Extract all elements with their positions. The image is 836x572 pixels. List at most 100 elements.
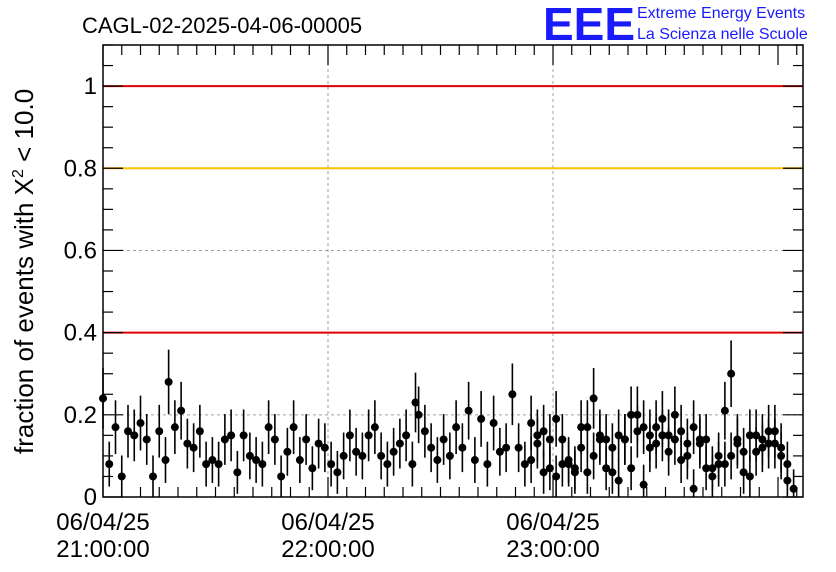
data-point — [130, 431, 139, 440]
data-point — [627, 410, 636, 419]
logo-mark: EEE — [543, 0, 635, 50]
x-tick-label-date: 06/04/25 — [506, 509, 599, 536]
data-point — [420, 427, 429, 436]
data-point — [620, 435, 629, 444]
data-point — [683, 439, 692, 448]
data-point — [602, 435, 611, 444]
data-point — [183, 439, 192, 448]
data-point — [99, 394, 107, 403]
data-point — [414, 410, 423, 419]
data-point — [411, 398, 420, 407]
data-point — [283, 447, 292, 456]
data-point — [558, 435, 567, 444]
data-point — [105, 460, 114, 469]
data-point — [764, 427, 773, 436]
data-point — [258, 460, 267, 469]
data-point — [614, 431, 623, 440]
data-point — [470, 456, 479, 465]
data-point — [677, 427, 686, 436]
data-point — [639, 423, 648, 432]
y-tick-label: 0 — [84, 484, 97, 511]
data-point — [739, 468, 748, 477]
data-point — [595, 435, 604, 444]
data-point — [495, 447, 504, 456]
data-point — [233, 468, 242, 477]
data-point — [545, 435, 554, 444]
x-tick-label-time: 21:00:00 — [56, 536, 149, 563]
data-point — [708, 464, 717, 473]
data-point — [645, 431, 654, 440]
data-point — [552, 414, 561, 423]
x-tick-label-date: 06/04/25 — [281, 509, 374, 536]
data-point — [677, 456, 686, 465]
data-point — [264, 423, 273, 432]
data-point — [758, 435, 767, 444]
data-point — [489, 419, 498, 428]
data-point — [142, 435, 151, 444]
data-point — [533, 439, 542, 448]
data-point — [155, 427, 164, 436]
data-point — [164, 377, 173, 386]
data-point — [783, 460, 792, 469]
data-point — [170, 423, 179, 432]
data-point — [383, 460, 392, 469]
data-point — [189, 443, 198, 452]
data-point — [227, 431, 236, 440]
y-tick-label: 0.2 — [64, 402, 97, 429]
data-point — [658, 414, 667, 423]
data-point — [177, 406, 186, 415]
data-point — [111, 423, 120, 432]
data-point — [358, 451, 367, 460]
data-point — [136, 419, 145, 428]
data-point — [302, 435, 311, 444]
data-point — [639, 480, 648, 489]
data-point — [270, 435, 279, 444]
data-point — [745, 431, 754, 440]
ylabel-sup: 2 — [10, 169, 27, 178]
data-point — [702, 435, 711, 444]
data-point — [502, 443, 511, 452]
y-tick-label: 0.8 — [64, 155, 97, 182]
data-point — [252, 456, 261, 465]
data-point — [452, 423, 461, 432]
data-point — [752, 431, 761, 440]
plot-area: 00.20.40.60.8106/04/2521:00:0006/04/2522… — [56, 44, 804, 563]
data-point — [245, 451, 254, 460]
data-point — [527, 419, 536, 428]
data-point — [289, 423, 298, 432]
data-point — [214, 460, 223, 469]
data-point — [320, 443, 329, 452]
x-tick-label-date: 06/04/25 — [56, 509, 149, 536]
data-point — [527, 456, 536, 465]
data-point — [695, 435, 704, 444]
data-point — [689, 423, 698, 432]
data-point — [477, 414, 486, 423]
y-tick-label: 0.6 — [64, 237, 97, 264]
data-point — [545, 464, 554, 473]
data-point — [702, 464, 711, 473]
data-point — [614, 476, 623, 485]
data-point — [402, 431, 411, 440]
chart-title: CAGL-02-2025-04-06-00005 — [82, 13, 362, 38]
data-point — [389, 447, 398, 456]
data-point — [483, 460, 492, 469]
data-point — [608, 443, 617, 452]
data-point — [608, 468, 617, 477]
data-point — [602, 464, 611, 473]
data-point — [539, 468, 548, 477]
data-point — [577, 443, 586, 452]
data-point — [345, 431, 354, 440]
data-point — [770, 439, 779, 448]
data-point — [633, 410, 642, 419]
data-point — [439, 435, 448, 444]
data-point — [364, 431, 373, 440]
y-axis-label: fraction of events with X2 < 10.0 — [9, 89, 39, 454]
data-point — [333, 468, 342, 477]
data-point — [627, 464, 636, 473]
ylabel-suffix: < 10.0 — [9, 89, 39, 169]
data-point — [589, 451, 598, 460]
data-point — [408, 460, 417, 469]
y-tick-label: 0.4 — [64, 320, 97, 347]
data-point — [239, 431, 248, 440]
data-point — [714, 460, 723, 469]
